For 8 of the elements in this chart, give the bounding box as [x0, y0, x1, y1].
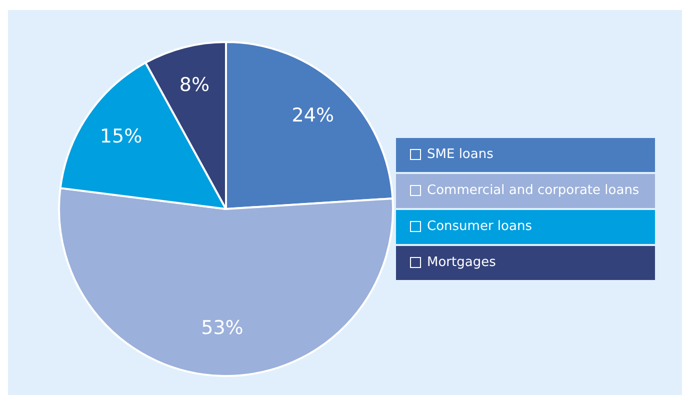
legend-label: Commercial and corporate loans — [427, 183, 640, 198]
data-label: 15% — [100, 126, 142, 148]
data-label: 53% — [201, 317, 244, 340]
legend-label: Mortgages — [427, 255, 496, 270]
data-label: 24% — [292, 104, 334, 126]
legend-label: SME loans — [427, 147, 494, 162]
data-label: 8% — [179, 74, 210, 96]
legend-label: Consumer loans — [427, 219, 532, 234]
